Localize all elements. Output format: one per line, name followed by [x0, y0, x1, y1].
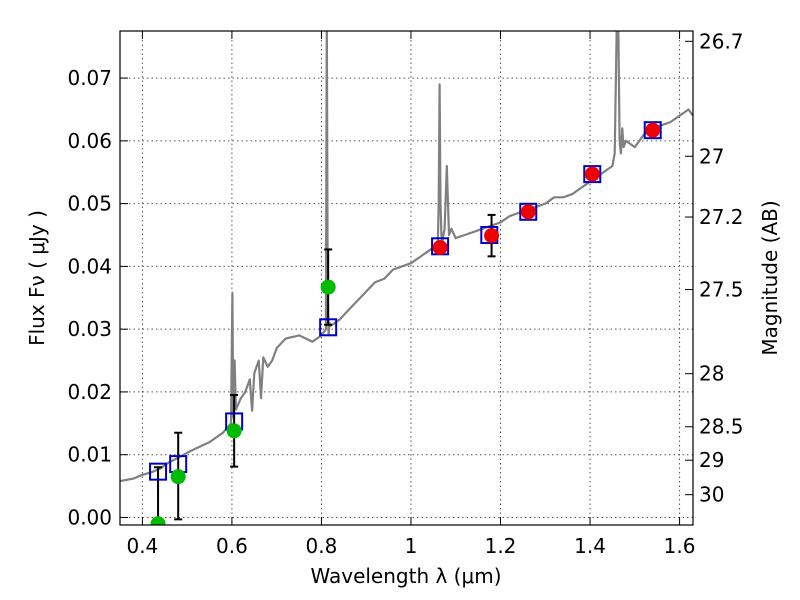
y-tick-label: 0.03	[67, 317, 112, 341]
right-tick-label: 28.5	[699, 415, 744, 439]
right-tick-label: 29	[699, 448, 724, 472]
y-tick-label: 0.07	[67, 66, 112, 90]
plot-area	[120, 31, 693, 525]
x-axis-label: Wavelength λ (μm)	[310, 564, 501, 588]
observed-point-green	[320, 279, 336, 295]
observed-point-red	[432, 240, 448, 256]
axes: 0.4 0.6 0.8 1 1.2 1.4 1.6 0.00 0.01 0.02 0.03 0.04 0…	[67, 29, 743, 558]
x-tick-label: 1.6	[664, 534, 696, 558]
observed-point-red	[484, 228, 500, 244]
right-tick-label: 28	[699, 362, 724, 386]
right-tick-label: 27.5	[699, 278, 744, 302]
y-tick-label: 0.04	[67, 254, 112, 278]
x-tick-label: 1.4	[574, 534, 606, 558]
y-tick-label: 0.05	[67, 192, 112, 216]
y-tick-label: 0.06	[67, 129, 112, 153]
model-square	[583, 165, 602, 184]
x-tick-label: 1	[405, 534, 418, 558]
model-square	[319, 318, 338, 337]
observed-point-green	[150, 516, 166, 525]
y-tick-label: 0.01	[67, 443, 112, 467]
observed-point-red	[584, 166, 600, 182]
right-tick-label: 27.2	[699, 205, 744, 229]
model-square	[643, 121, 662, 140]
right-tick-label: 27	[699, 144, 724, 168]
x-tick-label: 0.6	[216, 534, 248, 558]
right-axis-label: Magnitude (AB)	[758, 200, 782, 355]
observed-point-green	[170, 469, 186, 485]
y-tick-label: 0.02	[67, 380, 112, 404]
sed-template-line	[120, 31, 693, 483]
model-square	[149, 462, 168, 481]
model-square	[519, 202, 538, 221]
y-tick-label: 0.00	[67, 505, 112, 529]
y-axis-label: Flux Fν ( μJy )	[25, 210, 49, 346]
observed-point-red	[520, 204, 536, 220]
x-tick-label: 1.2	[485, 534, 517, 558]
x-tick-label: 0.4	[126, 534, 158, 558]
x-tick-label: 0.8	[306, 534, 338, 558]
grid	[120, 31, 693, 525]
observed-point-red	[645, 122, 661, 138]
right-tick-label: 26.7	[699, 29, 744, 53]
observed-point-green	[226, 423, 242, 439]
right-tick-label: 30	[699, 483, 724, 507]
plot-frame	[119, 30, 694, 526]
